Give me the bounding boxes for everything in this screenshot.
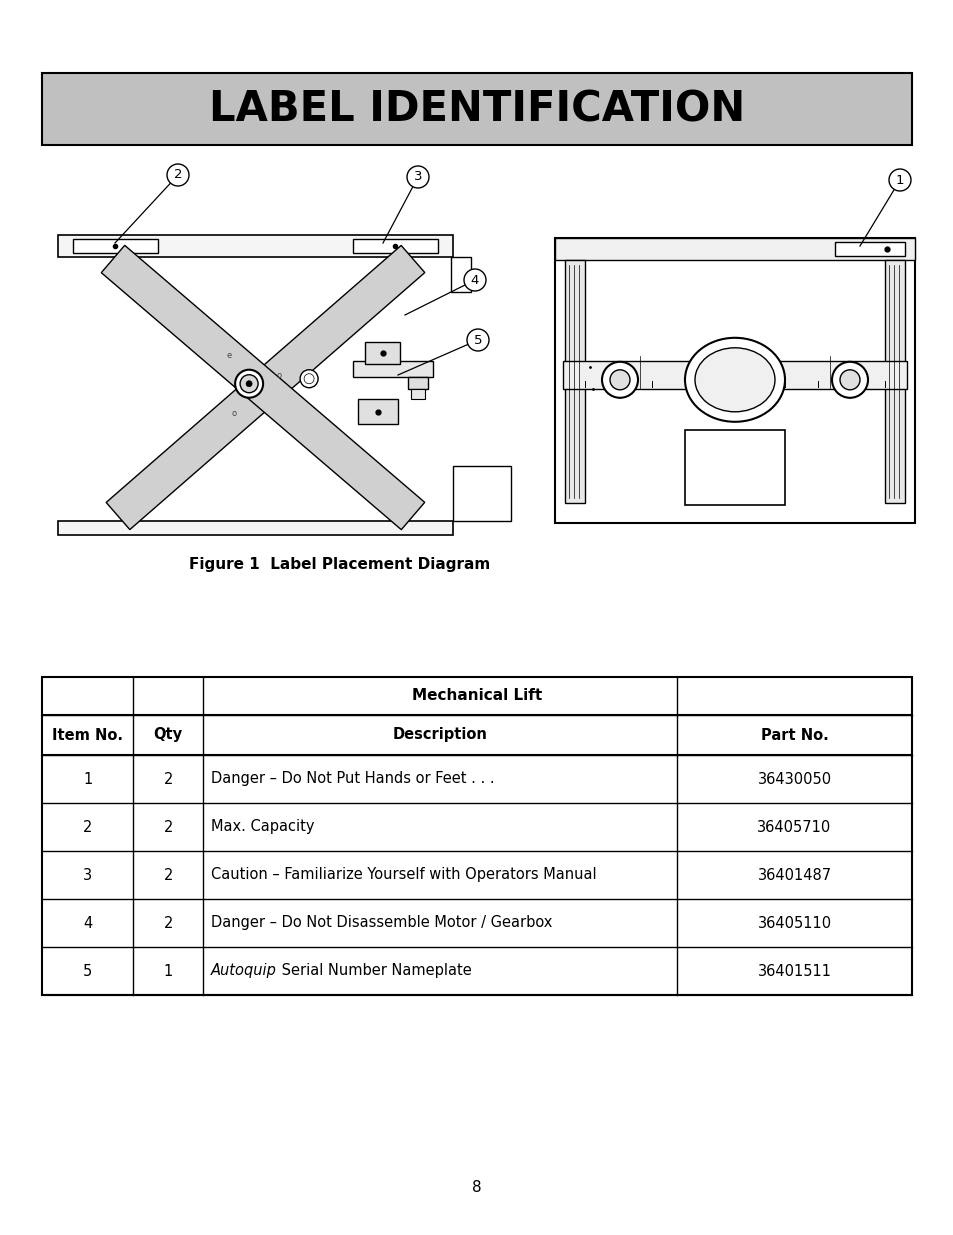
Text: 2: 2: [83, 820, 92, 835]
Polygon shape: [106, 246, 424, 530]
Circle shape: [840, 369, 859, 390]
Text: o: o: [232, 409, 236, 419]
Text: o: o: [276, 372, 281, 380]
Circle shape: [304, 374, 314, 384]
Bar: [73, 240, 158, 253]
Bar: [562, 361, 906, 389]
Bar: [884, 261, 904, 503]
Bar: [42, 677, 911, 995]
Text: 5: 5: [474, 333, 482, 347]
Text: 1: 1: [83, 772, 92, 787]
Text: Danger – Do Not Disassemble Motor / Gearbox: Danger – Do Not Disassemble Motor / Gear…: [211, 915, 552, 930]
Text: 36405710: 36405710: [757, 820, 831, 835]
Text: 36401487: 36401487: [757, 867, 831, 883]
Text: 4: 4: [471, 273, 478, 287]
Bar: [58, 235, 453, 257]
Text: 3: 3: [83, 867, 92, 883]
Text: 1: 1: [163, 963, 172, 978]
Text: 8: 8: [472, 1179, 481, 1194]
Text: Danger – Do Not Put Hands or Feet . . .: Danger – Do Not Put Hands or Feet . . .: [211, 772, 494, 787]
Text: Part No.: Part No.: [760, 727, 827, 742]
Bar: [365, 342, 399, 364]
Circle shape: [240, 374, 258, 393]
Bar: [357, 399, 397, 424]
Circle shape: [407, 165, 429, 188]
Text: Qty: Qty: [153, 727, 183, 742]
Text: Autoquip: Autoquip: [211, 963, 276, 978]
Text: Serial Number Nameplate: Serial Number Nameplate: [276, 963, 471, 978]
Circle shape: [246, 380, 252, 387]
Text: Mechanical Lift: Mechanical Lift: [412, 688, 541, 704]
Bar: [58, 521, 453, 535]
Circle shape: [300, 369, 317, 388]
Ellipse shape: [695, 348, 774, 411]
Bar: [353, 240, 437, 253]
Circle shape: [463, 269, 485, 291]
Text: 2: 2: [163, 820, 172, 835]
Circle shape: [167, 164, 189, 186]
Text: 1: 1: [895, 173, 903, 186]
Bar: [353, 361, 433, 377]
Bar: [453, 466, 511, 521]
Text: 2: 2: [173, 168, 182, 182]
Text: 3: 3: [414, 170, 422, 184]
Bar: [564, 261, 584, 503]
Text: 5: 5: [83, 963, 92, 978]
Bar: [684, 430, 784, 505]
Text: Item No.: Item No.: [52, 727, 123, 742]
Text: 36405110: 36405110: [757, 915, 831, 930]
Circle shape: [831, 362, 867, 398]
Text: Max. Capacity: Max. Capacity: [211, 820, 314, 835]
Bar: [408, 377, 428, 389]
Text: 2: 2: [163, 915, 172, 930]
Circle shape: [467, 329, 489, 351]
Bar: [555, 238, 914, 522]
Bar: [555, 238, 914, 261]
Circle shape: [234, 369, 263, 398]
Text: Description: Description: [393, 727, 487, 742]
Bar: [42, 73, 911, 144]
Bar: [451, 257, 471, 291]
Polygon shape: [101, 246, 424, 530]
Text: 2: 2: [163, 867, 172, 883]
Text: Caution – Familiarize Yourself with Operators Manual: Caution – Familiarize Yourself with Oper…: [211, 867, 596, 883]
Circle shape: [601, 362, 638, 398]
Bar: [411, 389, 424, 399]
Text: 2: 2: [163, 772, 172, 787]
Circle shape: [888, 169, 910, 191]
Text: LABEL IDENTIFICATION: LABEL IDENTIFICATION: [209, 88, 744, 130]
Text: e: e: [226, 351, 232, 361]
Text: 36401511: 36401511: [757, 963, 831, 978]
Ellipse shape: [684, 338, 784, 422]
Circle shape: [609, 369, 629, 390]
Bar: [834, 242, 904, 256]
Text: 36430050: 36430050: [757, 772, 831, 787]
Text: 4: 4: [83, 915, 92, 930]
Text: Figure 1  Label Placement Diagram: Figure 1 Label Placement Diagram: [190, 557, 490, 573]
